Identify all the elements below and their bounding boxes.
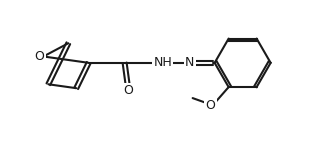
Text: N: N [185,56,194,69]
Text: NH: NH [153,56,172,69]
Text: O: O [124,84,133,97]
Text: O: O [35,50,44,63]
Text: O: O [206,99,216,112]
